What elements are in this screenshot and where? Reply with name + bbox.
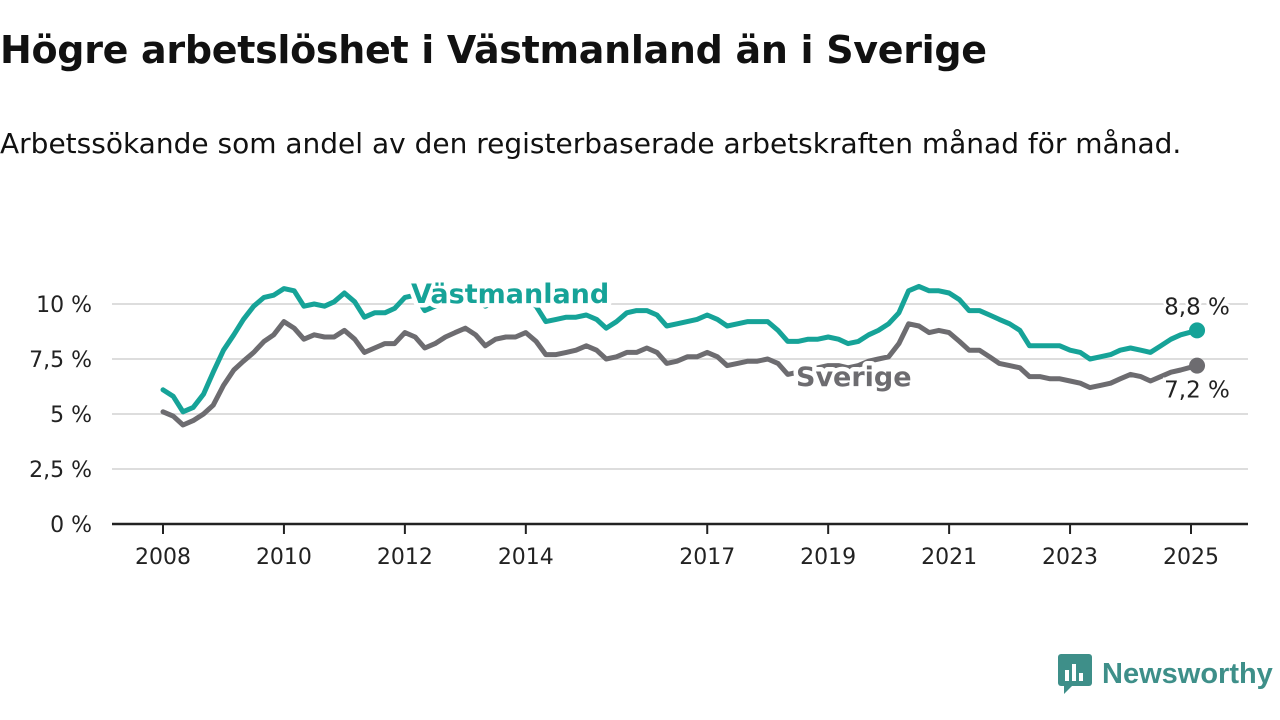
end-value-vastmanland: 8,8 % — [1164, 294, 1230, 320]
x-tick-label: 2021 — [921, 545, 977, 570]
y-tick-label: 7,5 % — [29, 348, 92, 373]
series-label-vastmanland: Västmanland — [411, 279, 609, 310]
y-axis: 0 % 2,5 % 5 % 7,5 % 10 % — [29, 293, 92, 538]
x-tick-label: 2014 — [498, 545, 554, 570]
y-tick-label: 10 % — [36, 293, 92, 318]
chart-title: Högre arbetslöshet i Västmanland än i Sv… — [0, 28, 987, 72]
y-tick-label: 5 % — [50, 403, 92, 428]
end-point-sverige — [1189, 357, 1206, 374]
grid — [112, 303, 1248, 470]
x-tick-label: 2023 — [1042, 545, 1098, 570]
x-tick-label: 2025 — [1163, 545, 1219, 570]
x-tick-label: 2012 — [377, 545, 433, 570]
x-tick-label: 2019 — [800, 545, 856, 570]
brand: Newsworthy — [1058, 654, 1273, 694]
line-chart: 0 % 2,5 % 5 % 7,5 % 10 % 2008 2010 2012 2014 201… — [29, 275, 1248, 570]
y-tick-label: 2,5 % — [29, 458, 92, 483]
x-axis: 2008 2010 2012 2014 2017 2019 2021 2023 2025 — [112, 522, 1248, 570]
series-labels: Västmanland Sverige 8,8 % 7,2 % — [407, 275, 1233, 407]
series-line-sverige — [160, 319, 1200, 428]
brand-name: Newsworthy — [1102, 657, 1273, 690]
end-value-sverige: 7,2 % — [1164, 378, 1230, 404]
chart-subtitle: Arbetssökande som andel av den registerb… — [0, 127, 1182, 160]
y-tick-label: 0 % — [50, 513, 92, 538]
end-point-västmanland — [1189, 322, 1206, 339]
x-tick-label: 2008 — [135, 545, 191, 570]
series-label-sverige: Sverige — [796, 362, 912, 393]
series-line-västmanland — [160, 283, 1200, 415]
x-tick-label: 2017 — [679, 545, 735, 570]
newsworthy-logo-icon — [1058, 654, 1092, 694]
series-lines — [160, 283, 1206, 428]
x-tick-label: 2010 — [256, 545, 312, 570]
